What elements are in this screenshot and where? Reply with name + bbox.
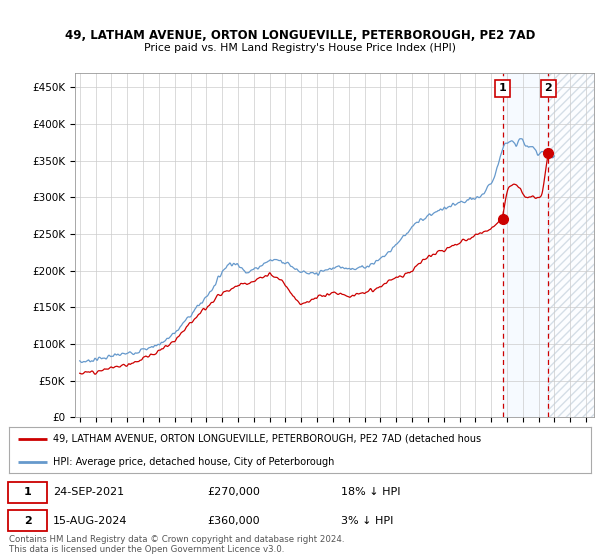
FancyBboxPatch shape <box>8 510 47 531</box>
Bar <box>548 73 594 417</box>
Text: 49, LATHAM AVENUE, ORTON LONGUEVILLE, PETERBOROUGH, PE2 7AD (detached hous: 49, LATHAM AVENUE, ORTON LONGUEVILLE, PE… <box>53 434 481 444</box>
Text: £360,000: £360,000 <box>207 516 260 526</box>
Text: 49, LATHAM AVENUE, ORTON LONGUEVILLE, PETERBOROUGH, PE2 7AD: 49, LATHAM AVENUE, ORTON LONGUEVILLE, PE… <box>65 29 535 42</box>
Text: Price paid vs. HM Land Registry's House Price Index (HPI): Price paid vs. HM Land Registry's House … <box>144 43 456 53</box>
Bar <box>503 73 548 417</box>
Bar <box>548 73 594 417</box>
Text: 24-SEP-2021: 24-SEP-2021 <box>53 487 124 497</box>
Text: 15-AUG-2024: 15-AUG-2024 <box>53 516 127 526</box>
Bar <box>548 73 594 417</box>
Text: £270,000: £270,000 <box>207 487 260 497</box>
Text: This data is licensed under the Open Government Licence v3.0.: This data is licensed under the Open Gov… <box>9 545 284 554</box>
Text: 2: 2 <box>545 83 553 94</box>
FancyBboxPatch shape <box>8 482 47 502</box>
Text: 3% ↓ HPI: 3% ↓ HPI <box>341 516 393 526</box>
Text: 18% ↓ HPI: 18% ↓ HPI <box>341 487 400 497</box>
Text: 1: 1 <box>24 487 31 497</box>
Text: 1: 1 <box>499 83 506 94</box>
Text: 2: 2 <box>24 516 31 526</box>
Text: HPI: Average price, detached house, City of Peterborough: HPI: Average price, detached house, City… <box>53 457 334 466</box>
Text: Contains HM Land Registry data © Crown copyright and database right 2024.: Contains HM Land Registry data © Crown c… <box>9 535 344 544</box>
